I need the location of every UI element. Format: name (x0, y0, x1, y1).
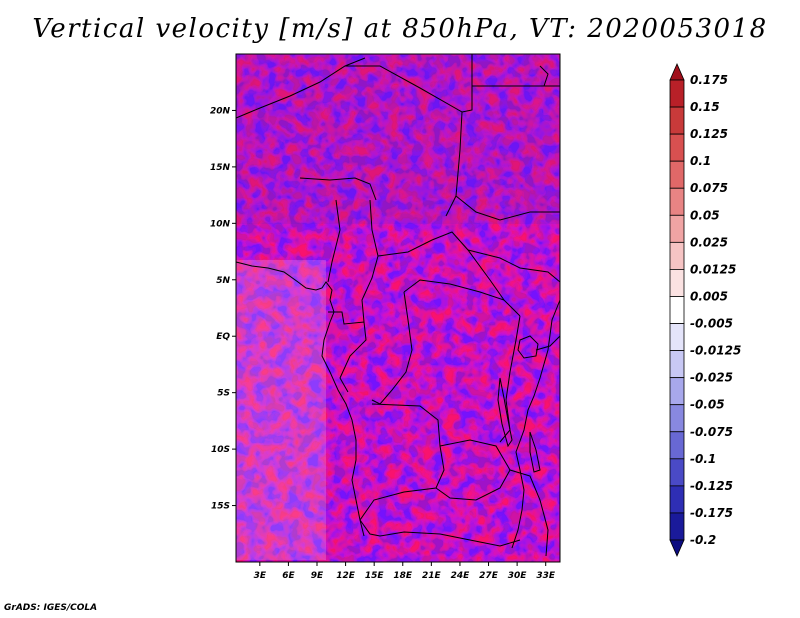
lon-tick-label: 6E (282, 571, 295, 581)
border-angola (359, 403, 445, 521)
border-south-sudan (467, 249, 561, 283)
atlantic-smooth (236, 260, 326, 560)
colorbar-label: -0.175 (690, 506, 733, 520)
lon-tick-label: 33E (536, 571, 556, 581)
colorbar-label: -0.075 (690, 425, 733, 439)
border-drc-north (403, 279, 521, 317)
lon-tick-label: 27E (479, 571, 499, 581)
lake-victoria (517, 335, 539, 359)
colorbar-label: 0.005 (690, 289, 728, 303)
colorbar-swatch (669, 350, 685, 379)
border-niger-nigeria (299, 177, 377, 201)
border-east-north (539, 65, 549, 87)
sahel-band (236, 54, 560, 224)
colorbar-label: 0.125 (690, 127, 728, 141)
colorbar-swatch (669, 106, 685, 135)
lon-tick-label: 12E (336, 571, 356, 581)
map-frame (235, 53, 561, 563)
colorbar-swatch (669, 241, 685, 270)
lat-tick-label: 5N (216, 276, 230, 286)
colorbar-label: -0.1 (690, 452, 716, 466)
colorbar-label: -0.05 (690, 398, 725, 412)
colorbar-swatch (669, 269, 685, 297)
colorbar-label: -0.125 (690, 479, 733, 493)
coastline-east-africa (511, 299, 561, 549)
colorbar-label: -0.0125 (690, 344, 741, 358)
lon-tick-label: 3E (254, 571, 267, 581)
colorbar-swatch (669, 296, 685, 324)
colorbar-swatch (669, 512, 685, 541)
colorbar-swatch (669, 214, 685, 243)
lon-tick-label: 21E (422, 571, 442, 581)
colorbar-swatch (669, 187, 685, 216)
colorbar-label: 0.15 (690, 100, 720, 114)
colorbar-label: 0.175 (690, 73, 728, 87)
country-borders (235, 54, 561, 557)
coastline-west-africa (235, 261, 365, 537)
lake-malawi (529, 431, 541, 473)
chart-title: Vertical velocity [m/s] at 850hPa, VT: 2… (32, 14, 768, 44)
border-gabon-congo (328, 311, 367, 393)
border-cameroon-car (361, 199, 379, 323)
border-car-sudan (377, 231, 505, 301)
lon-tick-label: 15E (365, 571, 385, 581)
lake-tanganyika (497, 377, 513, 448)
colorbar-swatch (669, 377, 685, 406)
border-drc-east (499, 315, 521, 443)
colorbar-swatch (669, 160, 685, 189)
colorbar-label: 0.05 (690, 208, 720, 222)
latitude-axis: 20N 15N 10N 5N EQ 5S 10S 15S (210, 106, 236, 512)
colorbar-swatch (669, 458, 685, 487)
colorbar-swatch (669, 63, 685, 81)
colorbar-swatch (669, 79, 685, 108)
longitude-axis: 3E 6E 9E 12E 15E 18E 21E 24E 27E 30E 33E (254, 562, 556, 581)
border-libya-sudan (461, 54, 473, 113)
border-mozambique (509, 469, 549, 557)
colorbar-label: -0.005 (690, 317, 733, 331)
colorbar-swatch (669, 485, 685, 514)
lon-tick-label: 24E (451, 571, 471, 581)
lat-tick-label: 20N (210, 106, 231, 116)
colorbar-label: 0.025 (690, 235, 728, 249)
border-horn (535, 335, 561, 351)
lat-tick-label: 10N (210, 219, 231, 229)
border-sahara-north (235, 57, 366, 119)
colorbar-label: 0.0125 (690, 262, 736, 276)
colorbar-label: -0.025 (690, 371, 733, 385)
border-namibia (359, 519, 521, 547)
lon-tick-label: 18E (393, 571, 413, 581)
colorbar-label: 0.1 (690, 154, 711, 168)
colorbar-swatch (669, 431, 685, 460)
lon-tick-label: 30E (508, 571, 528, 581)
lat-tick-label: 5S (217, 389, 230, 399)
colorbar-label: 0.075 (690, 181, 728, 195)
border-nigeria-cameroon (327, 199, 341, 283)
lat-tick-label: 15N (210, 163, 231, 173)
border-zambia (435, 439, 511, 501)
colorbar-swatch (669, 539, 685, 557)
grads-credit: GrADS: IGES/COLA (4, 603, 98, 613)
lon-tick-label: 9E (311, 571, 324, 581)
colorbar-label: -0.2 (690, 533, 716, 547)
colorbar: 0.175 0.15 0.125 0.1 0.075 0.05 0.025 0.0125 0.0… (669, 63, 741, 557)
colorbar-swatch (669, 133, 685, 162)
colorbar-swatch (669, 323, 685, 351)
lat-tick-label: EQ (216, 332, 230, 342)
lat-tick-label: 15S (211, 502, 230, 512)
border-sudan-ethiopia (455, 195, 560, 221)
colorbar-swatch (669, 404, 685, 433)
lat-tick-label: 10S (211, 445, 230, 455)
